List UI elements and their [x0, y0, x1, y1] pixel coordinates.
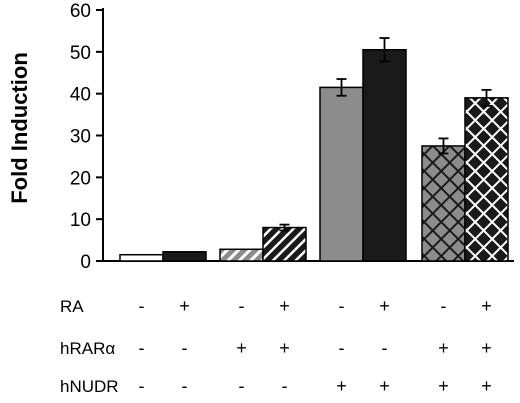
bar [262, 226, 307, 262]
condition-sign: + [236, 338, 247, 358]
bar [219, 248, 264, 262]
y-tick-label: 30 [70, 127, 91, 148]
bar [362, 48, 407, 262]
condition-sign: - [182, 338, 188, 358]
bars-group [119, 37, 509, 262]
conditions-table: RA - + - + - + - + hRARα - - + + - - + + hNUDR - - - - + + + + [60, 296, 492, 396]
condition-sign: + [438, 338, 449, 358]
condition-sign: + [481, 296, 492, 316]
condition-sign: - [339, 296, 345, 316]
condition-sign: - [239, 376, 245, 396]
y-tick-label: 20 [70, 168, 91, 189]
condition-sign: - [282, 376, 288, 396]
bar [319, 86, 364, 262]
condition-name: hRARα [60, 339, 115, 358]
y-tick-label: 10 [70, 210, 91, 231]
y-tick-label: 40 [70, 85, 91, 106]
condition-sign: - [139, 376, 145, 396]
condition-sign: + [438, 376, 449, 396]
condition-sign: - [339, 338, 345, 358]
bar [119, 253, 164, 262]
condition-sign: + [179, 296, 190, 316]
y-tick-label: 0 [80, 252, 91, 273]
condition-name: hNUDR [60, 377, 119, 396]
condition-sign: + [379, 296, 390, 316]
condition-sign: - [139, 296, 145, 316]
condition-sign: + [336, 376, 347, 396]
condition-sign: - [139, 338, 145, 358]
condition-sign: - [239, 296, 245, 316]
bar [162, 251, 207, 262]
condition-sign: - [382, 338, 388, 358]
y-tick-label: 50 [70, 43, 91, 64]
y-tick-label: 60 [70, 1, 91, 22]
condition-sign: - [441, 296, 447, 316]
bar [421, 145, 466, 262]
condition-sign: + [481, 376, 492, 396]
condition-sign: - [182, 376, 188, 396]
y-axis-label: Fold Induction [7, 52, 32, 204]
condition-sign: + [379, 376, 390, 396]
condition-name: RA [60, 297, 84, 316]
condition-sign: + [279, 296, 290, 316]
bar [464, 97, 509, 262]
condition-sign: + [279, 338, 290, 358]
condition-sign: + [481, 338, 492, 358]
